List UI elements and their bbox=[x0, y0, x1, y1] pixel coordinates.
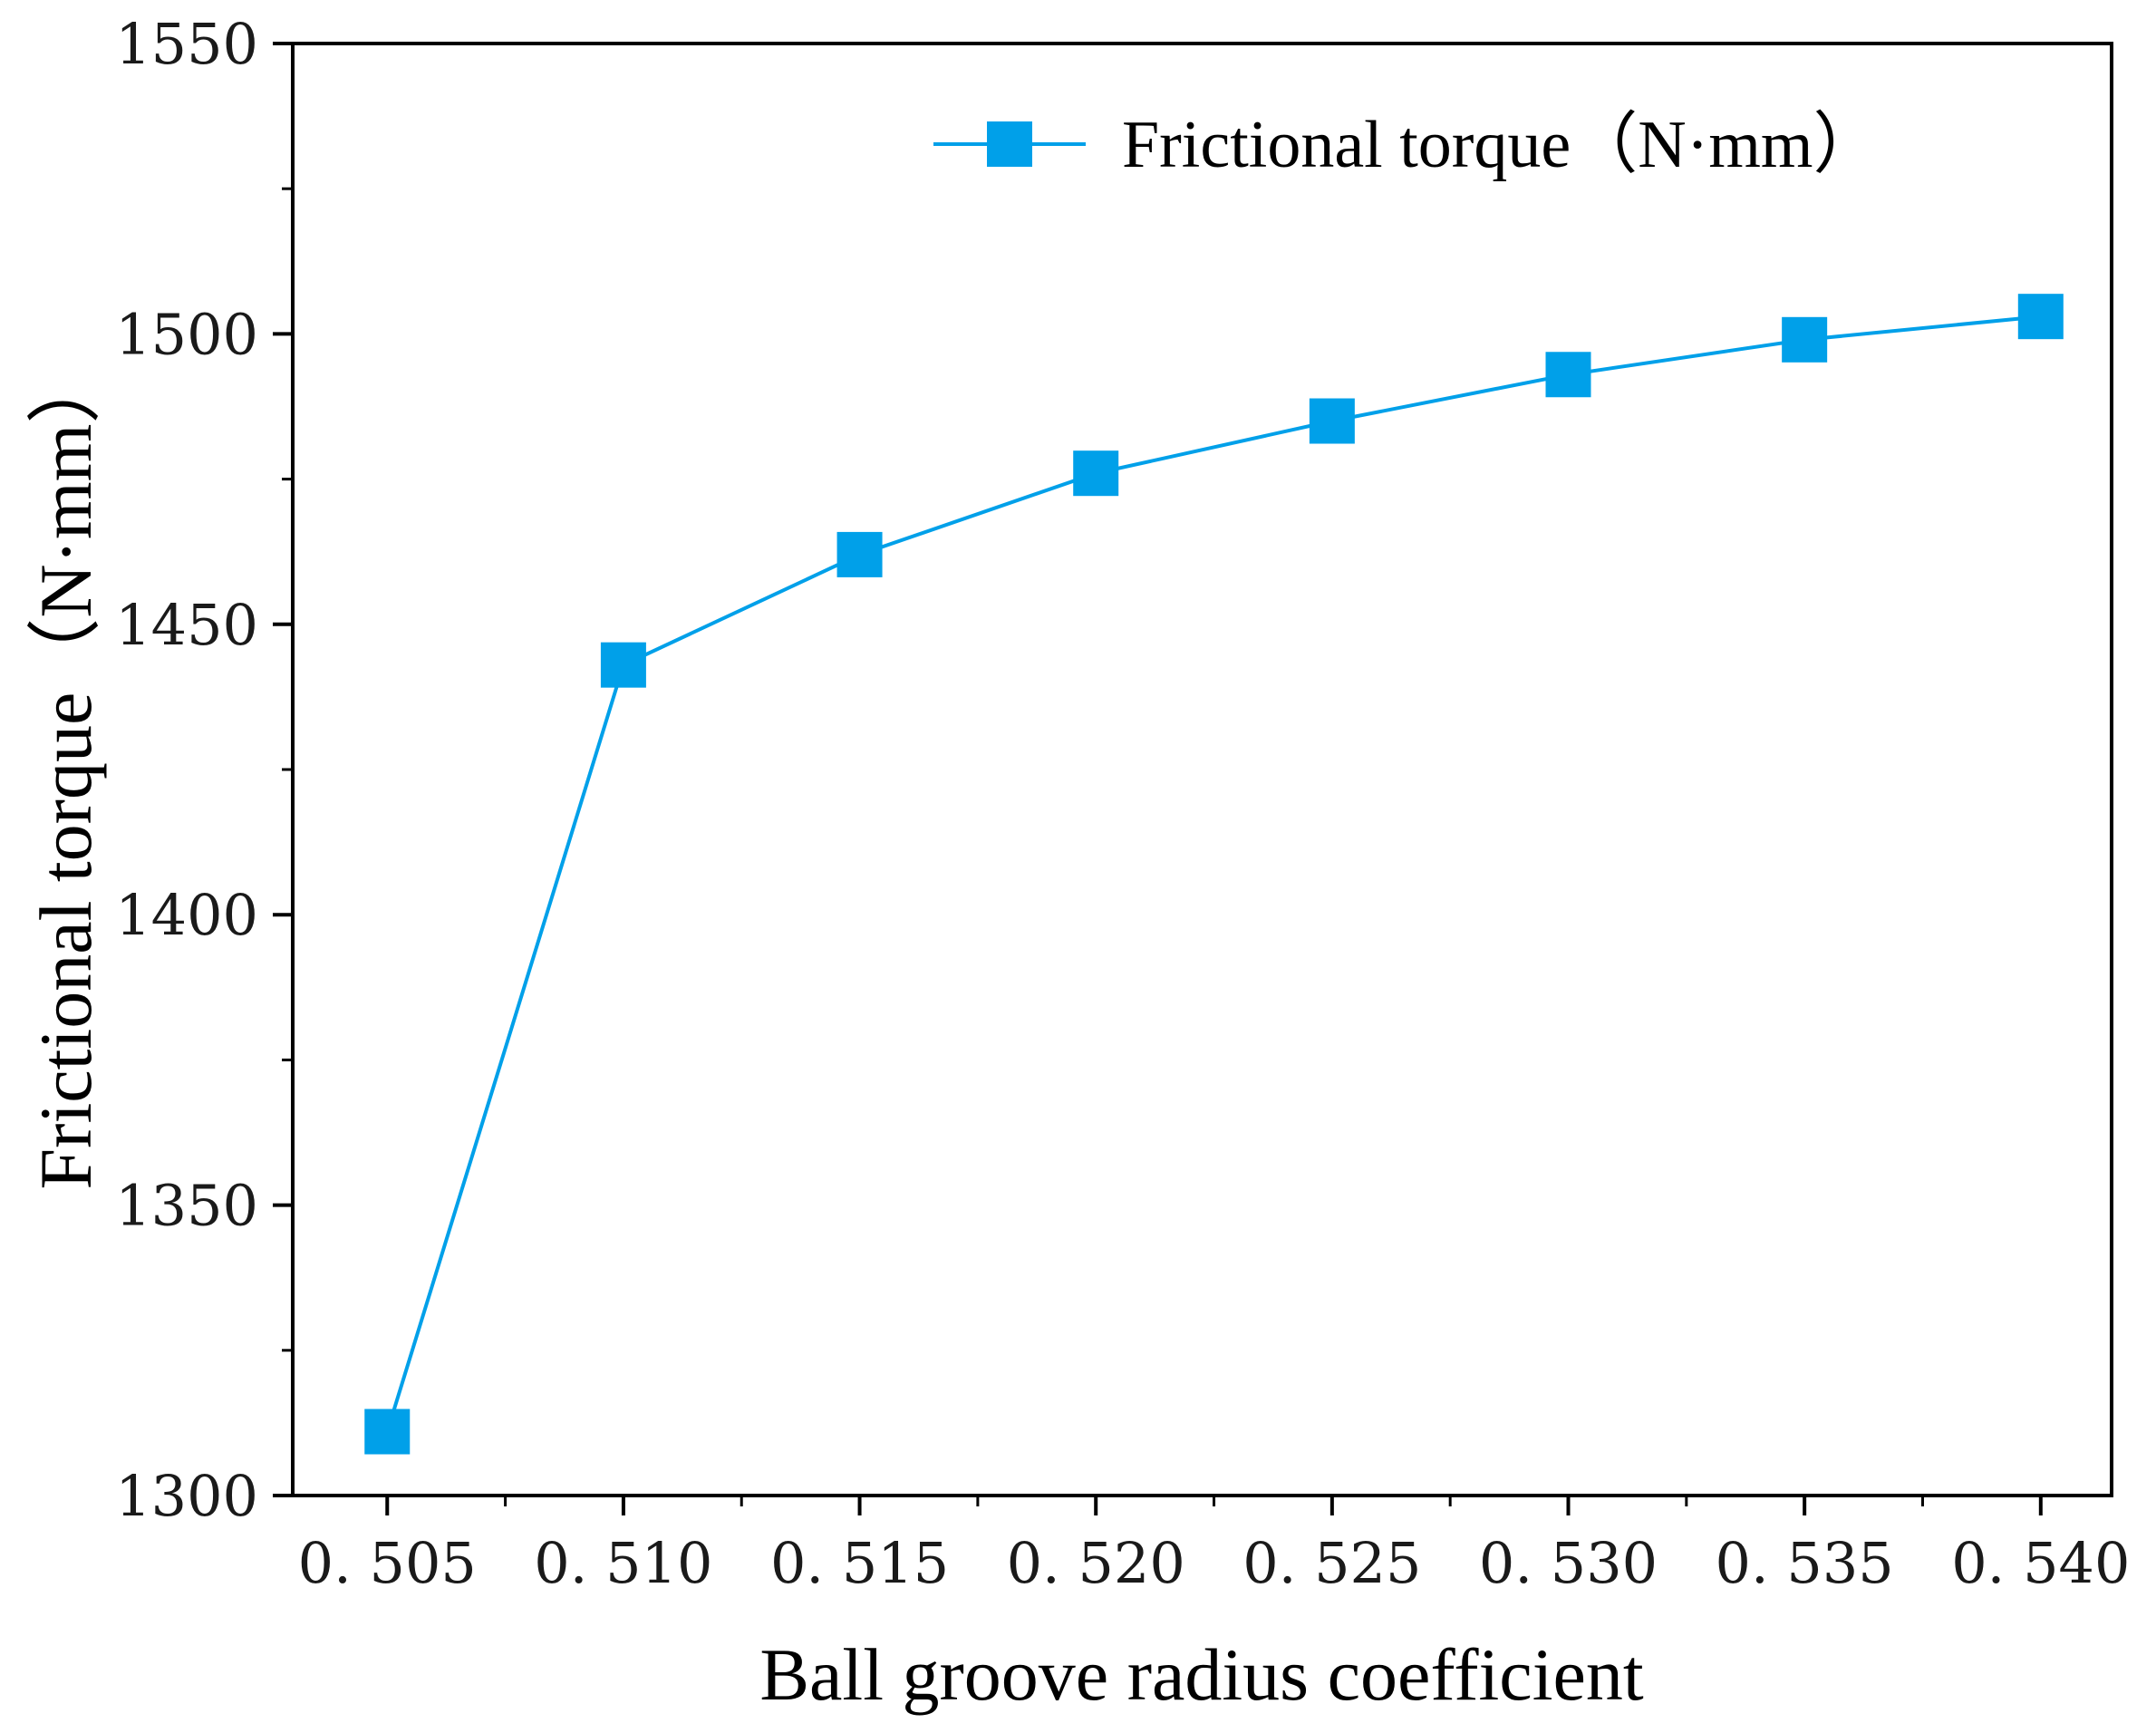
plot-frame bbox=[291, 42, 2113, 1497]
data-point-marker[interactable] bbox=[2017, 294, 2064, 340]
x-tick-labels: 0. 505 0. 510 0. 515 0. 520 0. 525 0. 530 0. 5… bbox=[298, 1530, 2131, 1596]
series-layer bbox=[364, 294, 2064, 1455]
data-point-marker[interactable] bbox=[1309, 398, 1355, 444]
axis-ticks bbox=[273, 42, 2043, 1515]
x-tick-label: 0. 535 bbox=[1716, 1530, 1894, 1596]
data-point-marker[interactable] bbox=[1073, 450, 1119, 497]
x-tick-label: 0. 505 bbox=[298, 1530, 477, 1596]
legend-label: Frictional torque（N·mm） bbox=[1122, 108, 1880, 182]
data-point-marker[interactable] bbox=[600, 642, 646, 688]
y-tick-label: 1300 bbox=[115, 1463, 258, 1529]
y-tick-labels: 1300 1350 1400 1450 1500 1550 bbox=[115, 11, 258, 1529]
data-point-marker[interactable] bbox=[1782, 316, 1828, 363]
y-axis-title: Frictional torque（N·mm） bbox=[24, 350, 107, 1190]
x-tick-label: 0. 510 bbox=[534, 1530, 712, 1596]
y-tick-label: 1400 bbox=[115, 882, 258, 948]
series-line bbox=[385, 315, 2041, 1433]
legend-marker bbox=[987, 121, 1032, 167]
y-tick-label: 1500 bbox=[115, 301, 258, 367]
y-tick-label: 1450 bbox=[115, 592, 258, 658]
x-tick-label: 0. 515 bbox=[770, 1530, 949, 1596]
x-tick-label: 0. 540 bbox=[1951, 1530, 2130, 1596]
x-tick-label: 0. 525 bbox=[1242, 1530, 1421, 1596]
y-tick-label: 1350 bbox=[115, 1173, 258, 1239]
data-point-marker[interactable] bbox=[836, 531, 883, 577]
data-point-marker[interactable] bbox=[1545, 352, 1591, 398]
y-tick-label: 1550 bbox=[115, 11, 258, 77]
data-point-marker[interactable] bbox=[364, 1409, 411, 1455]
x-tick-label: 0. 520 bbox=[1007, 1530, 1185, 1596]
x-tick-label: 0. 530 bbox=[1479, 1530, 1658, 1596]
x-axis-title: Ball groove radius coefficient bbox=[759, 1633, 1644, 1716]
legend[interactable]: Frictional torque（N·mm） bbox=[933, 108, 1880, 182]
